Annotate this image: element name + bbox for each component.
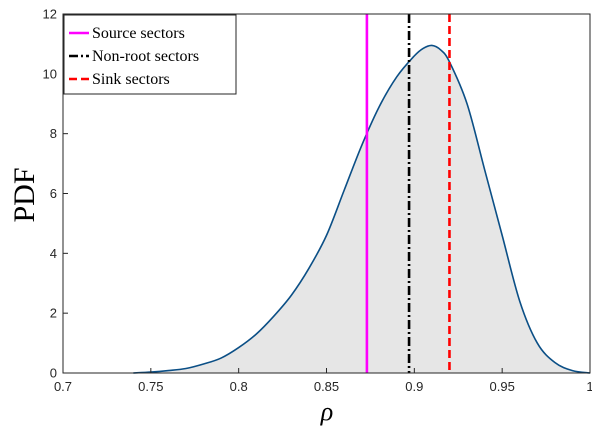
y-axis-label: PDF	[8, 167, 41, 222]
x-tick-label-6: 1	[586, 379, 592, 394]
y-tick-label-3: 6	[50, 186, 57, 201]
x-axis-label: ρ	[320, 397, 333, 426]
y-tick-label-2: 4	[50, 246, 57, 261]
pdf-fill	[133, 45, 590, 373]
legend-label-1: Non-root sectors	[92, 48, 199, 65]
legend-label-0: Source sectors	[92, 25, 185, 42]
x-tick-label-3: 0.85	[314, 379, 339, 394]
x-tick-label-2: 0.8	[230, 379, 248, 394]
y-tick-label-6: 12	[43, 7, 57, 22]
y-tick-label-0: 0	[50, 366, 57, 381]
x-tick-label-4: 0.9	[405, 379, 423, 394]
legend-label-2: Sink sectors	[92, 71, 170, 88]
y-tick-label-1: 2	[50, 306, 57, 321]
legend-box	[63, 14, 237, 95]
pdf-curve	[133, 44, 591, 374]
x-tick-label-1: 0.75	[138, 379, 163, 394]
y-tick-label-4: 8	[50, 126, 57, 141]
x-tick-label-0: 0.7	[54, 379, 72, 394]
x-tick-label-5: 0.95	[490, 379, 515, 394]
y-tick-label-5: 10	[43, 66, 57, 81]
